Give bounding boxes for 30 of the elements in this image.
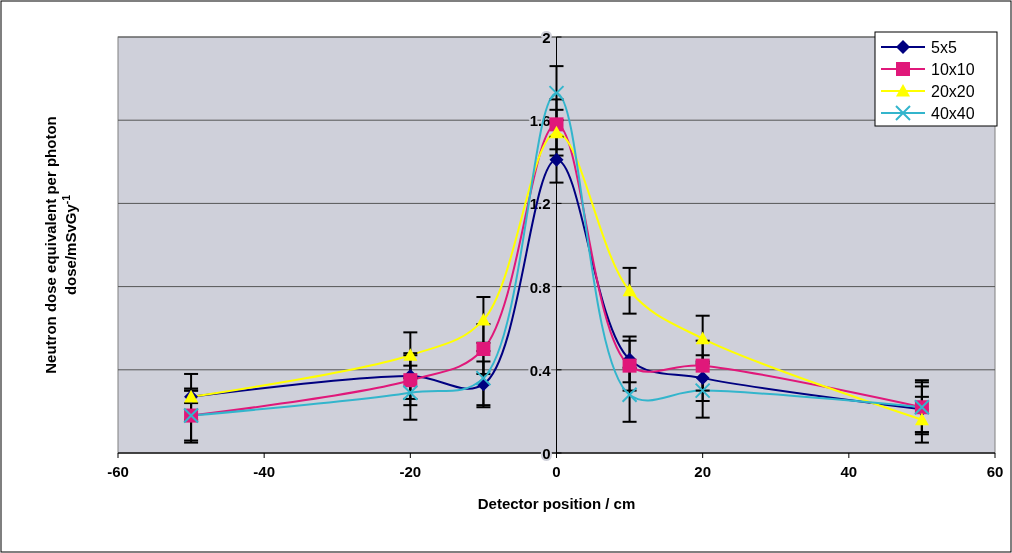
point: [476, 312, 491, 326]
point: [476, 342, 491, 356]
point: [694, 382, 711, 399]
legend-label: 5x5: [931, 39, 957, 56]
legend-label: 40x40: [931, 105, 975, 122]
point: [695, 371, 710, 386]
x-tick-label: 20: [694, 463, 712, 480]
x-tick-label: -40: [253, 463, 276, 480]
point: [403, 373, 418, 388]
point: [622, 283, 637, 297]
point: [549, 152, 564, 167]
point: [695, 331, 710, 345]
point: [621, 386, 638, 403]
point: [548, 85, 565, 102]
legend-label: 20x20: [931, 83, 975, 100]
point: [475, 370, 492, 387]
point: [402, 384, 419, 401]
legend-label: 10x10: [931, 61, 975, 78]
y-tick-label: 0.4: [529, 361, 552, 379]
x-tick-label: 60: [986, 463, 1004, 480]
point: [622, 358, 637, 373]
y-tick-label: 2: [542, 29, 551, 46]
x-axis-title: Detector position / cm: [477, 495, 636, 512]
x-tick-label: -20: [399, 463, 422, 480]
point: [549, 125, 564, 139]
x-tick-label: 40: [840, 463, 858, 480]
point: [914, 412, 929, 426]
x-tick-label: -60: [107, 463, 129, 480]
point: [403, 348, 418, 361]
point: [695, 358, 710, 373]
